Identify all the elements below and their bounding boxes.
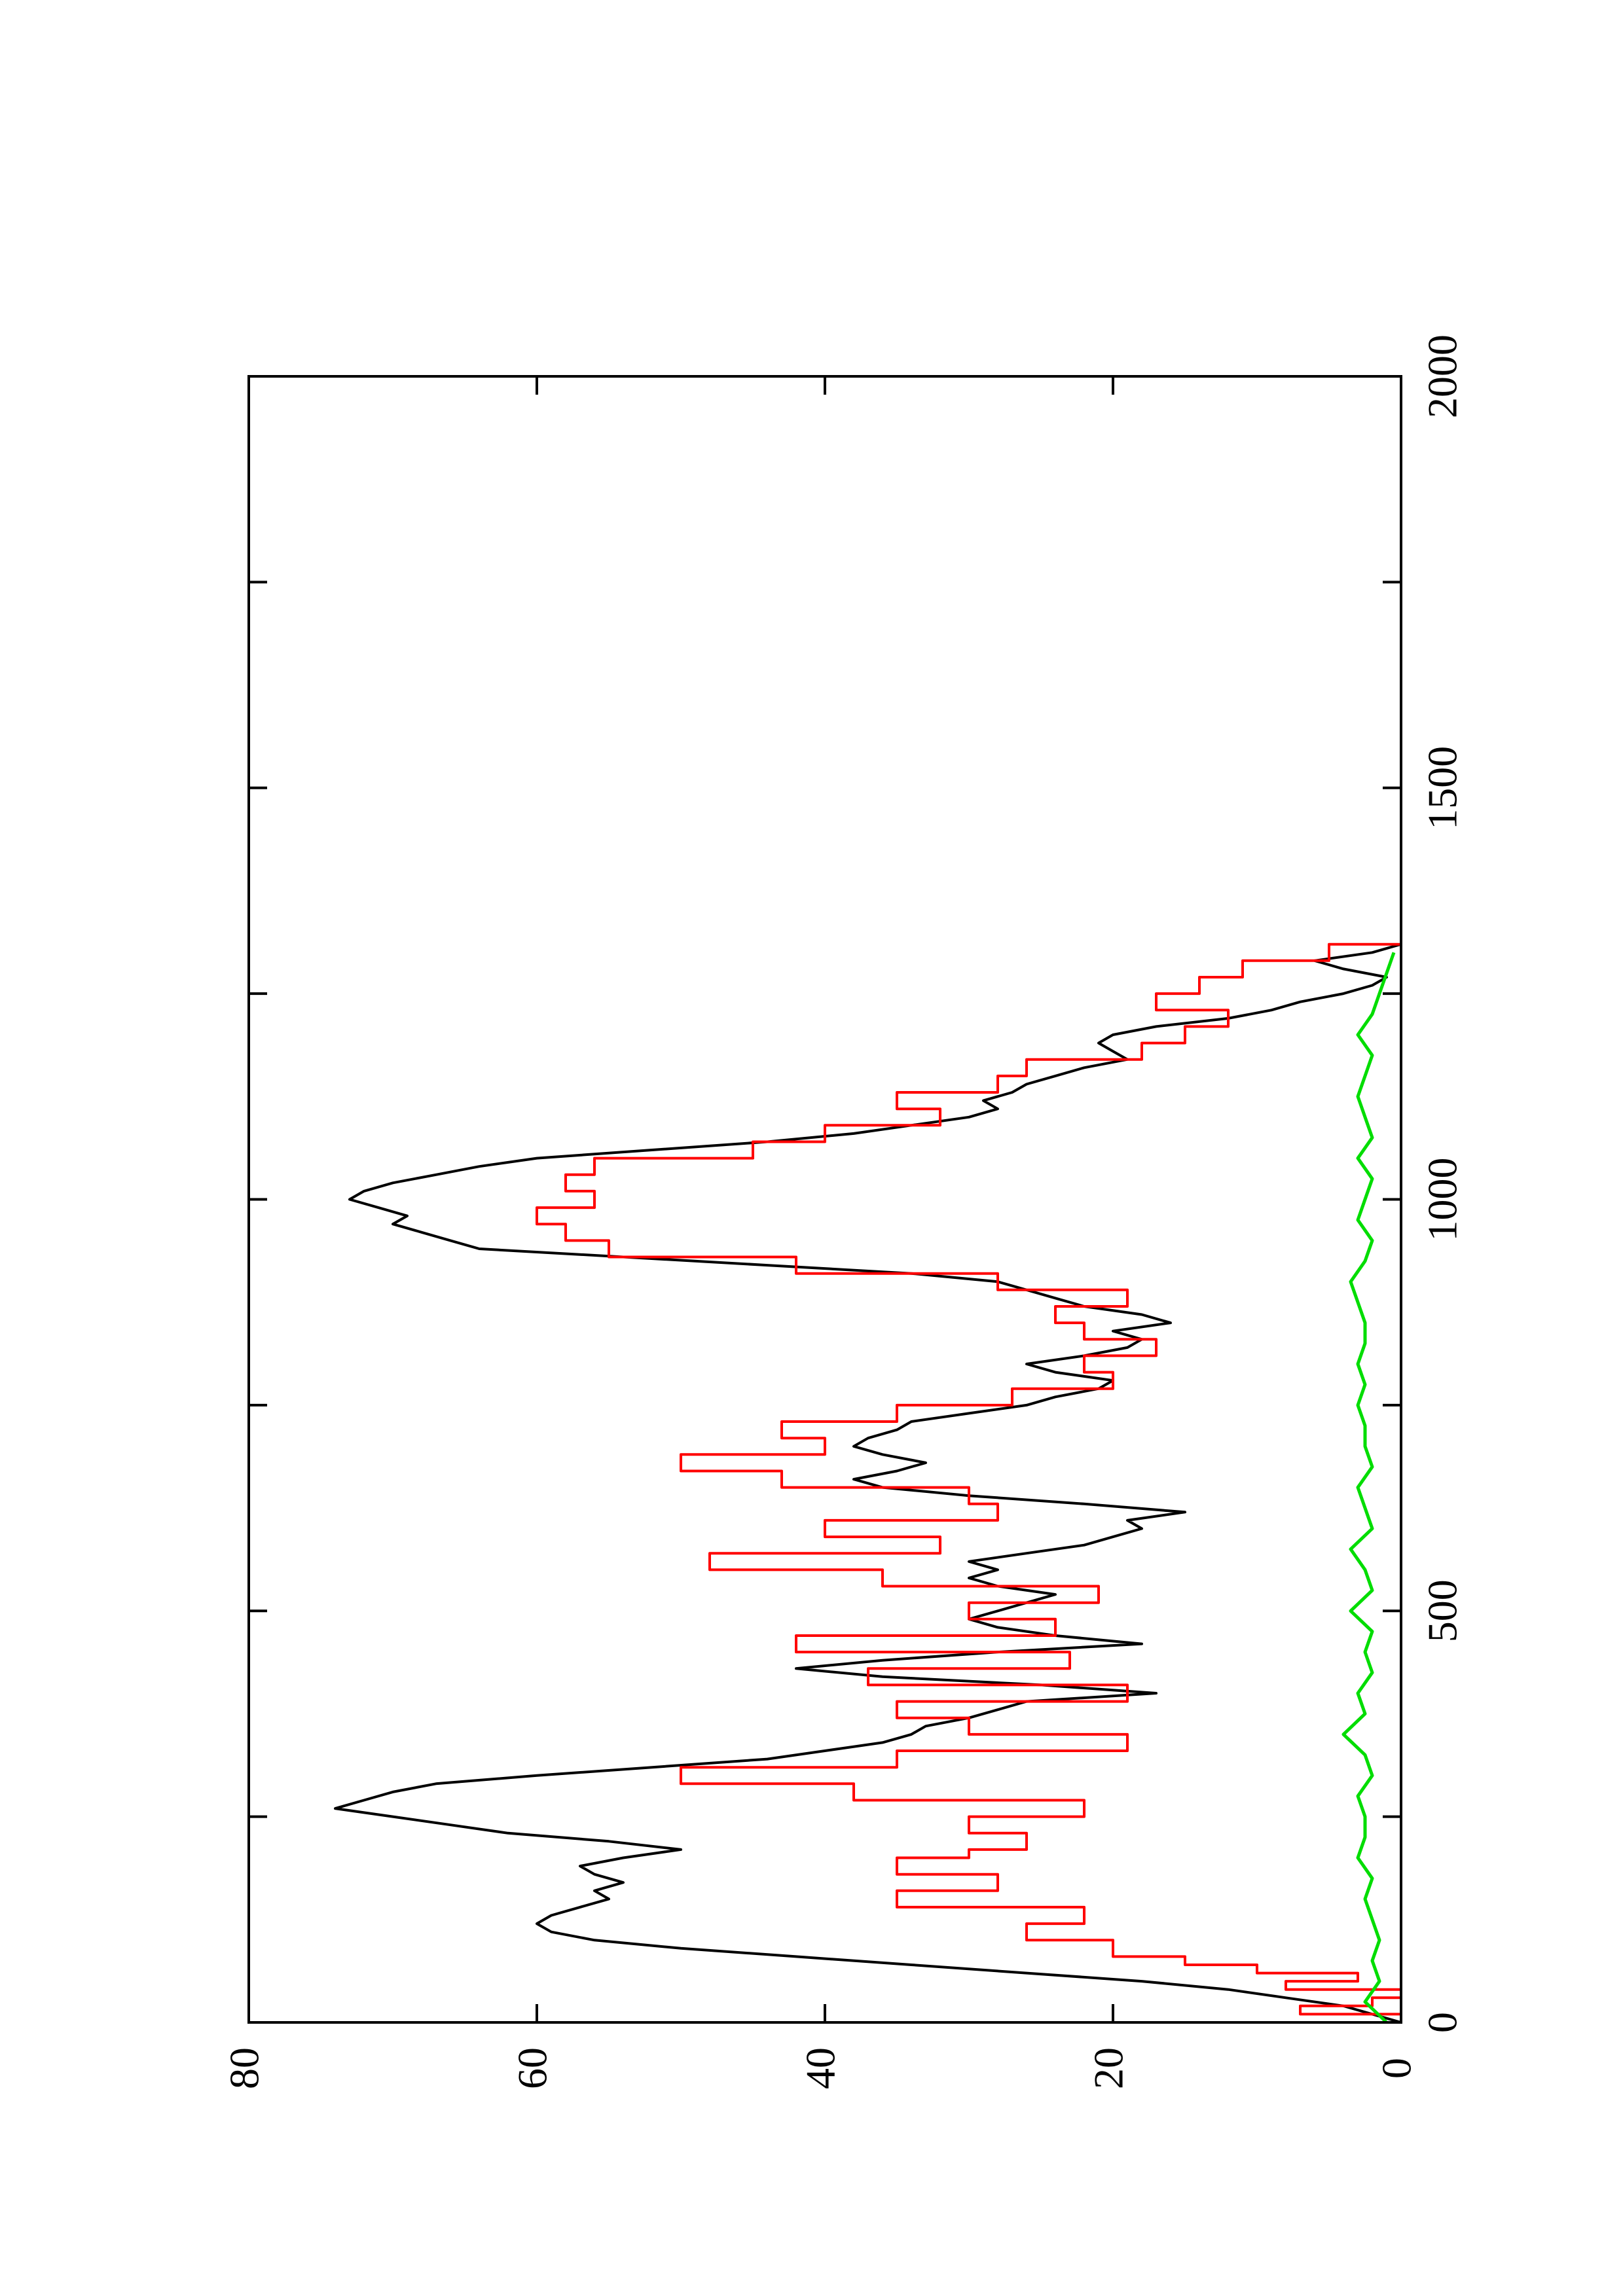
x-tick-label: 500 xyxy=(1419,1579,1466,1642)
y-axis: 0 20 40 60 80 xyxy=(221,376,1420,2089)
series-line-2 xyxy=(536,942,1402,2022)
series-line-3 xyxy=(1341,952,1396,2024)
y-tick-label: 40 xyxy=(797,2047,844,2089)
plot-lines xyxy=(334,942,1402,2024)
y-tick-label: 80 xyxy=(221,2047,268,2089)
x-axis: 0 500 1000 1500 2000 xyxy=(249,334,1466,2033)
x-tick-label: 1000 xyxy=(1419,1158,1466,1242)
x-tick-label: 2000 xyxy=(1419,334,1466,418)
x-tick-label: 0 xyxy=(1419,2012,1466,2033)
series-line-1 xyxy=(334,942,1402,2024)
y-tick-label: 0 xyxy=(1374,2058,1420,2079)
y-tick-label: 20 xyxy=(1085,2047,1132,2089)
y-tick-label: 60 xyxy=(509,2047,556,2089)
x-tick-label: 1500 xyxy=(1419,746,1466,830)
plot-frame xyxy=(247,375,1402,2024)
